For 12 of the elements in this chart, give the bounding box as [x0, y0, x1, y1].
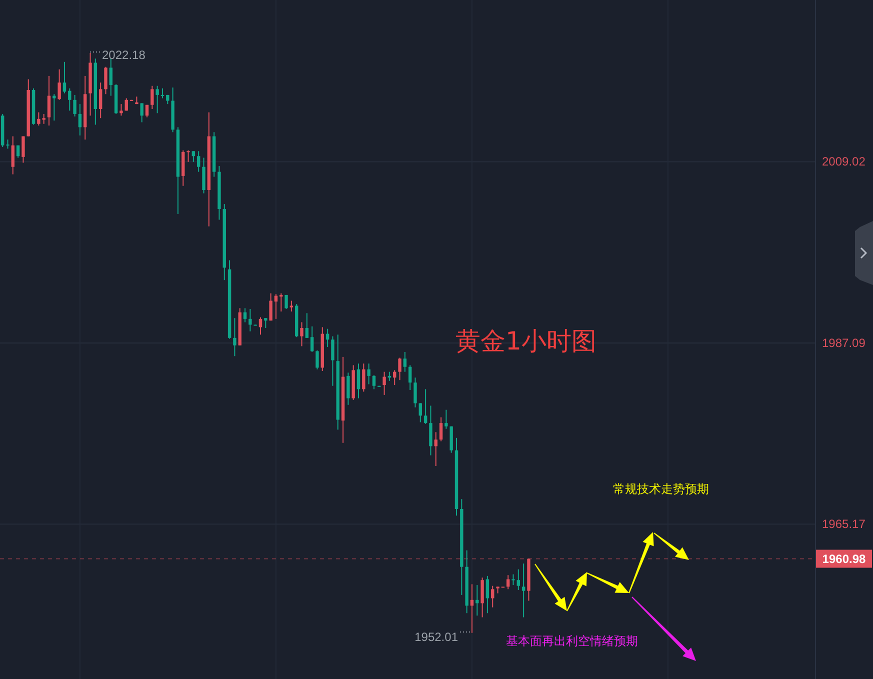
ref-line: 1960.98 [0, 550, 872, 568]
annotation: 2022.18 [90, 48, 146, 62]
y-tick-label: 1965.17 [822, 517, 866, 532]
title: 黄金1小时图 [456, 326, 596, 356]
y-tick-label: 2009.02 [822, 154, 866, 169]
annotation: 2022.18 [102, 48, 146, 62]
annotation: 1952.01 [414, 630, 458, 644]
annotation: 基本面再出利空情绪预期 [506, 634, 638, 648]
annotation: 1952.01 [414, 630, 472, 644]
annotation: 常规技术走势预期 [613, 482, 709, 496]
y-tick-label: 1987.09 [822, 336, 866, 350]
ref-line-label: 1960.98 [822, 552, 866, 566]
